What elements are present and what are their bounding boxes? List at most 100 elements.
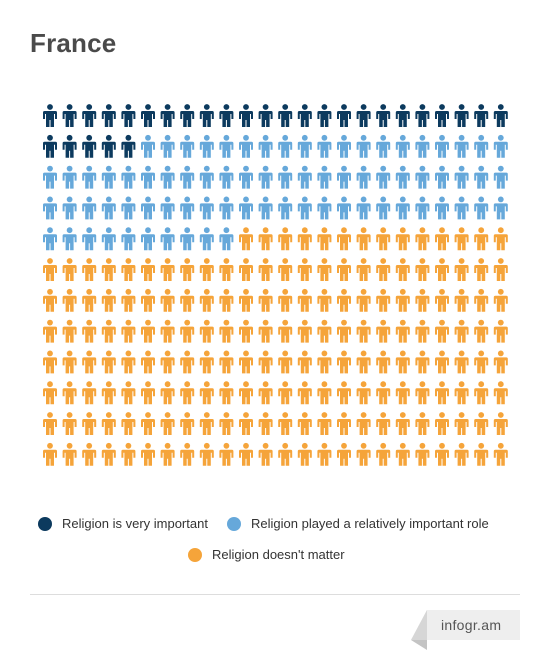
person-icon-doesnt-matter xyxy=(474,412,489,435)
person-icon-relatively-important xyxy=(121,196,136,220)
person-icon-very-important xyxy=(435,104,449,127)
person-icon-very-important xyxy=(121,134,136,158)
person-icon-relatively-important xyxy=(219,196,234,220)
person-icon-doesnt-matter xyxy=(454,381,469,405)
person-icon-doesnt-matter xyxy=(258,258,273,281)
person-icon-doesnt-matter xyxy=(297,350,312,374)
person-icon-doesnt-matter xyxy=(454,288,469,312)
legend-label-doesnt-matter: Religion doesn't matter xyxy=(212,547,345,562)
person-icon-very-important xyxy=(493,104,508,127)
person-icon-doesnt-matter xyxy=(199,350,214,374)
person-icon-doesnt-matter xyxy=(141,381,155,405)
person-icon-doesnt-matter xyxy=(239,258,253,281)
person-icon-doesnt-matter xyxy=(337,350,351,374)
person-icon-doesnt-matter xyxy=(337,319,351,343)
person-icon-doesnt-matter xyxy=(82,288,97,312)
person-icon-very-important xyxy=(180,104,195,127)
person-icon-very-important xyxy=(101,134,116,158)
person-icon-relatively-important xyxy=(415,196,430,220)
person-icon-doesnt-matter xyxy=(454,258,469,281)
person-icon-relatively-important xyxy=(297,196,312,220)
person-icon-very-important xyxy=(62,104,77,127)
brand-badge[interactable]: infogr.am xyxy=(411,610,520,650)
person-icon-relatively-important xyxy=(82,165,97,189)
person-icon-doesnt-matter xyxy=(199,319,214,343)
person-icon-relatively-important xyxy=(101,165,116,189)
person-icon-doesnt-matter xyxy=(219,350,234,374)
person-icon-doesnt-matter xyxy=(297,227,312,251)
person-icon-doesnt-matter xyxy=(62,412,77,435)
person-icon-doesnt-matter xyxy=(395,319,410,343)
person-icon-doesnt-matter xyxy=(199,381,214,405)
person-icon-doesnt-matter xyxy=(239,412,253,435)
person-icon-doesnt-matter xyxy=(376,412,391,435)
person-icon-doesnt-matter xyxy=(278,319,293,343)
person-icon-relatively-important xyxy=(493,165,508,189)
person-icon-doesnt-matter xyxy=(376,288,391,312)
person-icon-relatively-important xyxy=(278,196,293,220)
person-icon-relatively-important xyxy=(101,196,116,220)
person-icon-doesnt-matter xyxy=(337,227,351,251)
legend-swatch-relatively-important xyxy=(227,516,241,531)
person-icon-doesnt-matter xyxy=(474,381,489,405)
person-icon-doesnt-matter xyxy=(317,412,332,435)
person-icon-doesnt-matter xyxy=(160,319,175,343)
person-icon-doesnt-matter xyxy=(219,381,234,405)
person-icon-doesnt-matter xyxy=(317,288,332,312)
person-icon-doesnt-matter xyxy=(454,442,469,466)
person-icon-relatively-important xyxy=(180,227,195,251)
person-icon-doesnt-matter xyxy=(199,412,214,435)
person-icon-doesnt-matter xyxy=(297,381,312,405)
person-icon-doesnt-matter xyxy=(278,442,293,466)
person-icon-doesnt-matter xyxy=(160,258,175,281)
person-icon-doesnt-matter xyxy=(101,381,116,405)
person-icon-doesnt-matter xyxy=(297,442,312,466)
person-icon-doesnt-matter xyxy=(278,381,293,405)
person-icon-doesnt-matter xyxy=(435,319,449,343)
person-icon-relatively-important xyxy=(356,134,371,158)
person-icon-relatively-important xyxy=(376,196,391,220)
person-icon-doesnt-matter xyxy=(180,381,195,405)
person-icon-relatively-important xyxy=(141,165,155,189)
person-icon-relatively-important xyxy=(199,134,214,158)
person-icon-relatively-important xyxy=(239,134,253,158)
person-icon-doesnt-matter xyxy=(101,412,116,435)
person-icon-doesnt-matter xyxy=(62,319,77,343)
brand-tag-shape xyxy=(411,610,520,650)
person-icon-doesnt-matter xyxy=(297,258,312,281)
person-icon-doesnt-matter xyxy=(43,442,57,466)
person-icon-doesnt-matter xyxy=(82,442,97,466)
person-icon-doesnt-matter xyxy=(493,288,508,312)
person-icon-doesnt-matter xyxy=(415,319,430,343)
person-icon-relatively-important xyxy=(395,134,410,158)
person-icon-doesnt-matter xyxy=(141,258,155,281)
person-icon-doesnt-matter xyxy=(141,319,155,343)
person-icon-doesnt-matter xyxy=(43,288,57,312)
person-icon-doesnt-matter xyxy=(337,412,351,435)
person-icon-very-important xyxy=(337,104,351,127)
person-icon-doesnt-matter xyxy=(278,227,293,251)
person-icon-doesnt-matter xyxy=(435,442,449,466)
person-icon-relatively-important xyxy=(435,196,449,220)
person-icon-doesnt-matter xyxy=(356,227,371,251)
person-icon-doesnt-matter xyxy=(62,350,77,374)
person-icon-doesnt-matter xyxy=(415,258,430,281)
person-icon-relatively-important xyxy=(180,165,195,189)
person-icon-doesnt-matter xyxy=(219,319,234,343)
person-icon-doesnt-matter xyxy=(278,288,293,312)
person-icon-doesnt-matter xyxy=(493,350,508,374)
person-icon-relatively-important xyxy=(62,196,77,220)
person-icon-doesnt-matter xyxy=(356,412,371,435)
person-icon-very-important xyxy=(278,104,293,127)
person-icon-doesnt-matter xyxy=(62,442,77,466)
person-icon-doesnt-matter xyxy=(43,412,57,435)
person-icon-doesnt-matter xyxy=(395,442,410,466)
person-icon-doesnt-matter xyxy=(258,227,273,251)
person-icon-doesnt-matter xyxy=(395,288,410,312)
person-icon-doesnt-matter xyxy=(435,227,449,251)
person-icon-doesnt-matter xyxy=(199,258,214,281)
person-icon-doesnt-matter xyxy=(317,258,332,281)
person-icon-doesnt-matter xyxy=(474,288,489,312)
person-icon-doesnt-matter xyxy=(297,288,312,312)
person-icon-doesnt-matter xyxy=(317,350,332,374)
